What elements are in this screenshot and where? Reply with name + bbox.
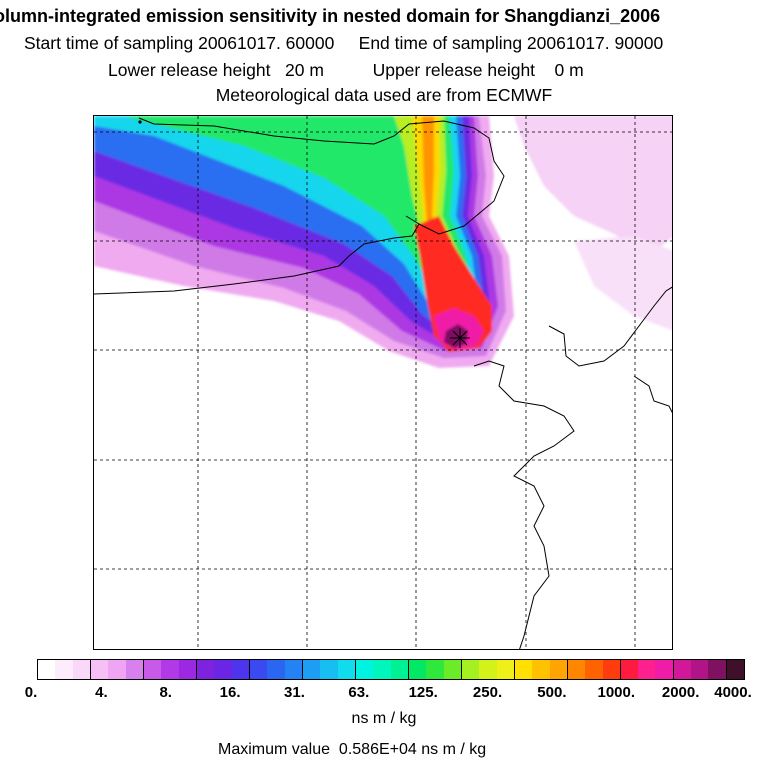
field-band-faint-e bbox=[574, 236, 672, 331]
colorbar-swatch bbox=[602, 660, 621, 679]
colorbar-swatch bbox=[284, 660, 303, 679]
colorbar-tick-label: 4000. bbox=[714, 684, 752, 701]
colorbar bbox=[37, 659, 745, 680]
colorbar-swatch bbox=[708, 660, 727, 679]
city-dot bbox=[138, 120, 142, 124]
colorbar-swatch bbox=[38, 660, 56, 679]
colorbar-tick-label: 500. bbox=[537, 684, 567, 701]
colorbar-swatch bbox=[567, 660, 586, 679]
coastline-bay bbox=[94, 215, 420, 295]
colorbar-swatch bbox=[320, 660, 338, 679]
colorbar-tick-label: 125. bbox=[408, 684, 438, 701]
colorbar-tick-label: 8. bbox=[159, 684, 172, 701]
coastline-north bbox=[138, 117, 505, 202]
colorbar-tick-labels: 0. 4. 8. 16. 31. 63. 125. 250. 500. 1000. 2000. 400… bbox=[0, 684, 768, 704]
coastline-east bbox=[548, 286, 672, 367]
colorbar-swatch bbox=[496, 660, 515, 679]
colorbar-tick-label: 1000. bbox=[597, 684, 636, 701]
field-band-faint-ne bbox=[514, 116, 672, 256]
coastlines bbox=[94, 117, 672, 649]
colorbar-swatch bbox=[443, 660, 462, 679]
colorbar-tick-label: 63. bbox=[348, 684, 370, 701]
colorbar-swatch bbox=[408, 660, 427, 679]
colorbar-swatch bbox=[355, 660, 374, 679]
colorbar-swatch bbox=[249, 660, 268, 679]
release-site-marker bbox=[450, 328, 470, 348]
coastline-japan bbox=[633, 375, 672, 414]
colorbar-swatch bbox=[655, 660, 674, 679]
colorbar-swatch bbox=[691, 660, 709, 679]
coastline-korea bbox=[473, 360, 575, 649]
map-title: olumn-integrated emission sensitivity in… bbox=[0, 6, 661, 26]
colorbar-swatch bbox=[72, 660, 91, 679]
meteorological-source: Meteorological data used are from ECMWF bbox=[215, 85, 553, 105]
colorbar-swatch bbox=[532, 660, 550, 679]
field-band-green bbox=[124, 116, 472, 324]
colorbar-swatch bbox=[108, 660, 126, 679]
colorbar-swatch bbox=[90, 660, 109, 679]
coastline-peninsula bbox=[418, 200, 495, 235]
colorbar-swatch bbox=[267, 660, 285, 679]
sampling-times: Start time of sampling 20061017. 60000 E… bbox=[24, 33, 664, 53]
colorbar-swatch bbox=[143, 660, 162, 679]
colorbar-swatch bbox=[620, 660, 639, 679]
colorbar-tick-label: 2000. bbox=[661, 684, 700, 701]
colorbar-swatch bbox=[426, 660, 444, 679]
colorbar-swatch bbox=[390, 660, 409, 679]
colorbar-swatch bbox=[638, 660, 656, 679]
sensitivity-field bbox=[94, 116, 672, 368]
colorbar-tick-label: 16. bbox=[219, 684, 241, 701]
colorbar-swatch bbox=[373, 660, 391, 679]
colorbar-swatch bbox=[461, 660, 480, 679]
colorbar-swatch bbox=[196, 660, 215, 679]
colorbar-tick-label: 31. bbox=[284, 684, 305, 701]
colorbar-swatch bbox=[726, 660, 744, 679]
colorbar-unit: ns m / kg bbox=[351, 710, 417, 727]
graticule bbox=[94, 116, 672, 649]
colorbar-swatch bbox=[161, 660, 179, 679]
colorbar-swatch bbox=[549, 660, 568, 679]
colorbar-swatch bbox=[302, 660, 321, 679]
colorbar-swatch bbox=[178, 660, 197, 679]
colorbar-swatch bbox=[214, 660, 232, 679]
colorbar-tick-label: 0. bbox=[24, 684, 38, 701]
colorbar-swatch bbox=[55, 660, 73, 679]
release-heights: Lower release height 20 m Upper release … bbox=[108, 60, 584, 80]
maximum-value: Maximum value 0.586E+04 ns m / kg bbox=[218, 741, 487, 758]
colorbar-tick-label: 250. bbox=[472, 684, 503, 701]
colorbar-swatch bbox=[673, 660, 692, 679]
colorbar-swatch bbox=[337, 660, 356, 679]
colorbar-swatch bbox=[231, 660, 250, 679]
colorbar-swatch bbox=[479, 660, 497, 679]
field-band-dark bbox=[444, 324, 468, 348]
colorbar-swatch bbox=[125, 660, 144, 679]
colorbar-tick-label: 4. bbox=[95, 684, 108, 701]
sensitivity-map bbox=[93, 115, 673, 650]
colorbar-swatch bbox=[585, 660, 603, 679]
colorbar-swatch bbox=[514, 660, 533, 679]
